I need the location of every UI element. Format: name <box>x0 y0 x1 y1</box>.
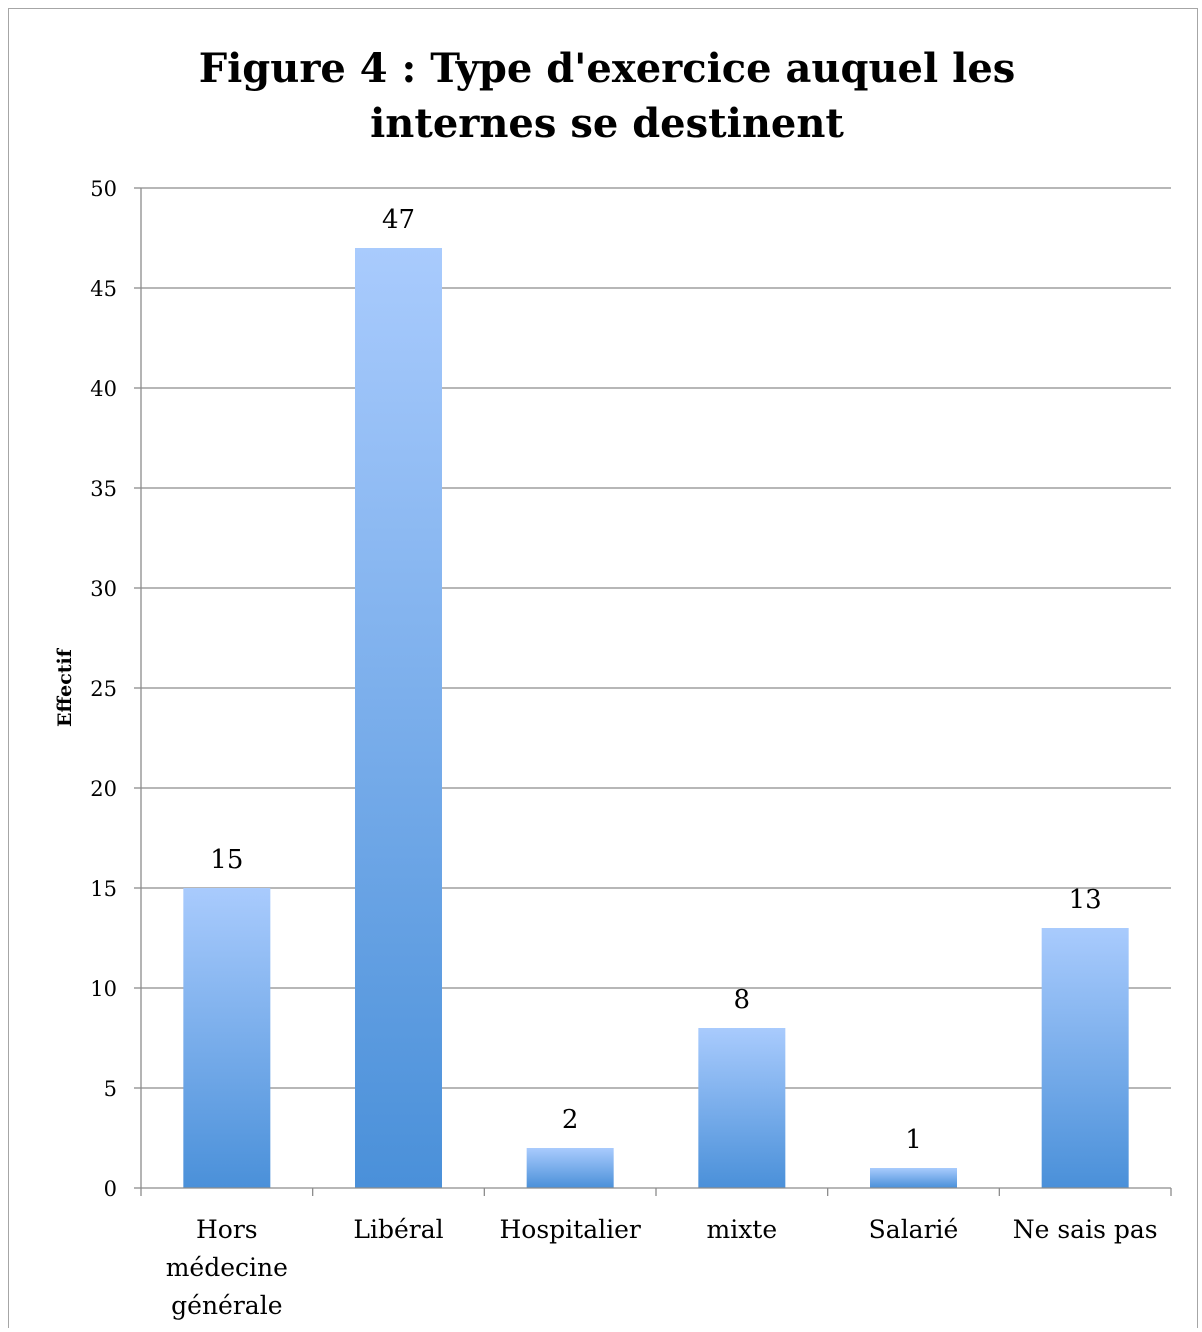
y-tick-label-15: 15 <box>90 877 117 901</box>
category-label-0-line-0: Hors <box>196 1215 258 1244</box>
bar-0 <box>183 888 271 1188</box>
y-tick-label-30: 30 <box>90 577 117 601</box>
y-tick-label-40: 40 <box>90 377 117 401</box>
y-tick-label-25: 25 <box>90 677 117 701</box>
category-label-2-line-0: Hospitalier <box>499 1215 640 1244</box>
category-labels: Hors médecine générale Libéral Hospitalier mi… <box>166 1215 1158 1320</box>
bar-2 <box>526 1148 614 1188</box>
data-label-2: 2 <box>562 1105 579 1135</box>
data-label-0: 15 <box>210 845 243 875</box>
y-tick-label-5: 5 <box>104 1077 117 1101</box>
data-label-4: 1 <box>905 1125 922 1155</box>
x-axis-ticks <box>140 1188 1172 1196</box>
y-tick-label-10: 10 <box>90 977 117 1001</box>
bar-5 <box>1041 928 1129 1188</box>
bars <box>183 248 1129 1188</box>
data-label-5: 13 <box>1069 885 1102 915</box>
category-label-5-line-0: Ne sais pas <box>1013 1215 1158 1244</box>
data-label-1: 47 <box>382 205 415 235</box>
category-label-3-line-0: mixte <box>707 1215 778 1244</box>
category-label-1-line-0: Libéral <box>353 1215 443 1244</box>
y-tick-label-20: 20 <box>90 777 117 801</box>
y-tick-label-45: 45 <box>90 277 117 301</box>
data-label-3: 8 <box>734 985 751 1015</box>
bar-1 <box>355 248 442 1188</box>
category-label-0-line-1: médecine <box>166 1253 288 1282</box>
chart-title-line-2: internes se destinent <box>370 100 844 147</box>
data-labels: 15 47 2 8 1 13 <box>210 205 1101 1155</box>
y-tick-label-0: 0 <box>104 1177 117 1201</box>
bar-3 <box>698 1028 786 1188</box>
chart-title-line-1: Figure 4 : Type d'exercice auquel les <box>199 45 1016 92</box>
y-axis-ticks: 0 5 10 15 20 25 30 35 40 45 50 <box>90 177 141 1201</box>
y-axis-label: Effectif <box>54 647 76 727</box>
chart-title: Figure 4 : Type d'exercice auquel les in… <box>199 45 1016 147</box>
gridlines <box>141 187 1171 1089</box>
y-tick-label-50: 50 <box>90 177 117 201</box>
category-label-0-line-2: générale <box>171 1291 282 1320</box>
chart-frame <box>8 8 1198 1328</box>
bar-4 <box>870 1168 957 1188</box>
category-label-4-line-0: Salarié <box>869 1215 959 1244</box>
y-tick-label-35: 35 <box>90 477 117 501</box>
